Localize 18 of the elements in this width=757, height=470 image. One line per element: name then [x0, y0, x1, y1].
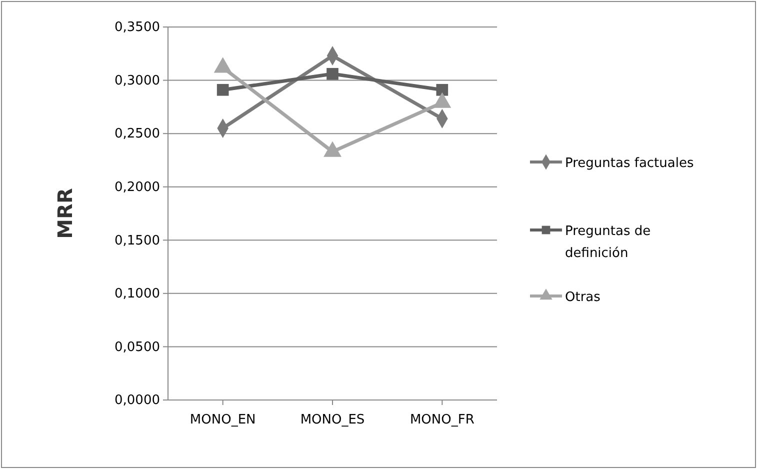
x-tick-label: MONO_FR — [410, 412, 474, 428]
y-tick-label: 0,2500 — [114, 126, 160, 142]
legend-label: Preguntas de definición — [565, 224, 651, 261]
point — [436, 84, 448, 96]
y-axis-title: MRR — [53, 188, 77, 239]
x-tick-label: MONO_ES — [300, 412, 365, 428]
x-tick-label: MONO_EN — [190, 412, 256, 428]
y-tick-label: 0,3000 — [114, 73, 160, 88]
y-tick-label: 0,2000 — [114, 180, 160, 196]
y-tick-label: 0,1500 — [114, 233, 160, 248]
point — [216, 84, 229, 96]
y-tick-label: 0,0000 — [114, 393, 160, 408]
legend-label: Preguntas factuales — [565, 156, 694, 171]
y-tick-label: 0,1000 — [114, 286, 160, 302]
y-tick-label: 0,3500 — [114, 20, 160, 36]
legend-label: Otras — [565, 290, 601, 305]
point — [326, 68, 338, 80]
y-tick-label: 0,0500 — [114, 340, 160, 355]
